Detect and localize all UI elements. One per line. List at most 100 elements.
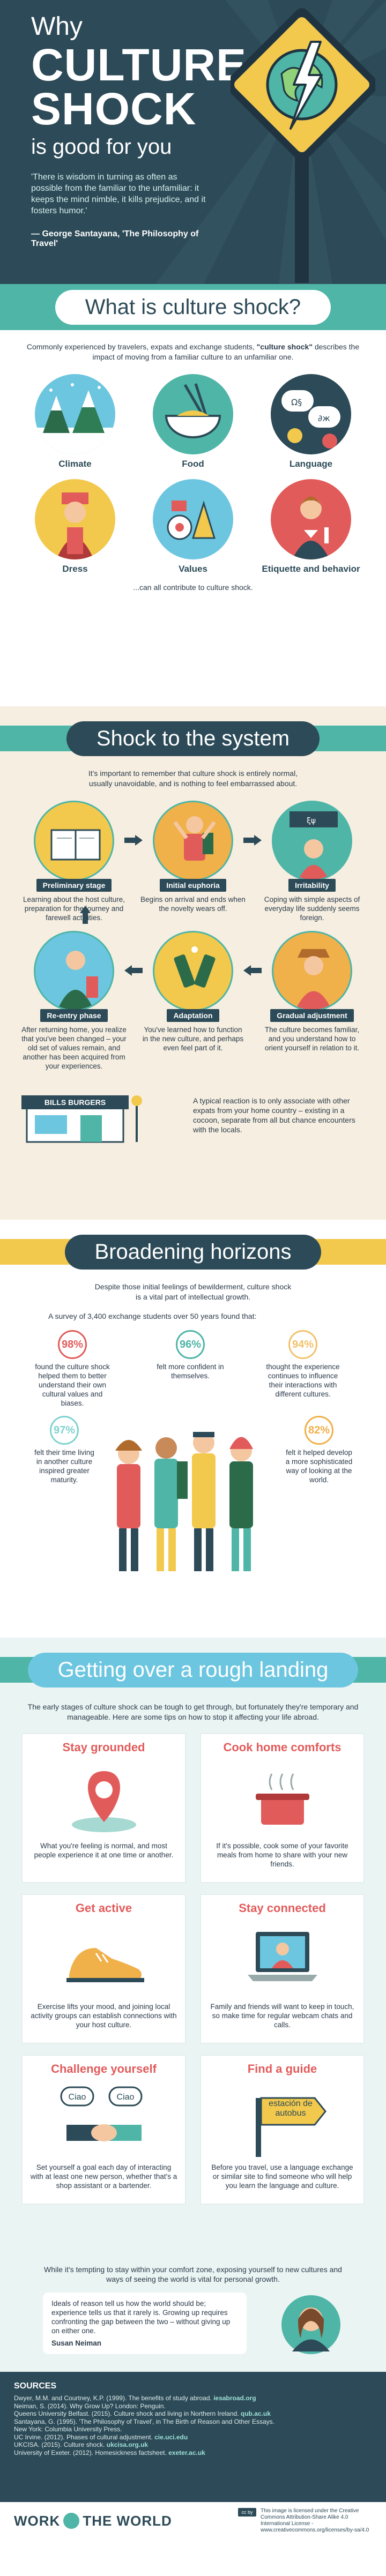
shock-header: Shock to the system <box>0 717 386 760</box>
arrow-left-icon <box>243 965 262 976</box>
tip-title: Stay grounded <box>62 1741 145 1754</box>
traditional-dress-icon <box>35 479 115 559</box>
what-section: Commonly experienced by travelers, expat… <box>0 330 386 706</box>
source-item: New York: Columbia University Press. <box>14 2425 372 2433</box>
what-intro-b: describes the impact of moving from a fa… <box>92 342 360 361</box>
sources-list: Dwyer, M.M. and Courtney, K.P. (1999). T… <box>14 2394 372 2456</box>
tip-title: Stay connected <box>239 1901 326 1915</box>
source-link[interactable]: iesabroad.org <box>213 2394 256 2402</box>
foreign-speech-icon: Ω§ ∂ж <box>271 374 351 454</box>
landing-title: Getting over a rough landing <box>57 1657 329 1682</box>
stat-text: felt more confident in themselves. <box>157 1363 224 1380</box>
factor-label: Values <box>179 564 207 574</box>
burger-sign-text: BILLS BURGERS <box>44 1098 106 1107</box>
stage-tag: Initial euphoria <box>160 879 226 892</box>
signpost-icon: estación de autobus <box>209 2079 356 2160</box>
svg-text:∂ж: ∂ж <box>318 413 330 423</box>
tip-text: What you're feeling is normal, and most … <box>34 1842 174 1859</box>
tip-challenge-yourself: Challenge yourself Ciao Ciao Set yoursel… <box>21 2055 186 2205</box>
stat-confidence: 96% felt more confident in themselves. <box>150 1330 231 1380</box>
backpacker-icon <box>153 801 233 881</box>
arrow-right-icon <box>243 835 262 846</box>
warning-sign-icon <box>231 8 375 283</box>
source-link[interactable]: exeter.ac.uk <box>168 2448 205 2456</box>
sources-title: SOURCES <box>14 2381 57 2391</box>
author-portrait-icon <box>281 2295 340 2354</box>
source-item: UKCISA. (2015). Culture shock. ukcisa.or… <box>14 2441 372 2449</box>
stage-preliminary: Preliminary stage Learning about the hos… <box>21 801 143 922</box>
stage-reentry: Re-entry phase After returning home, you… <box>21 906 127 1071</box>
stage-desc: You've learned how to function in the ne… <box>142 1026 244 1052</box>
stat-interactions: 94% thought the experience continues to … <box>263 1330 343 1399</box>
stage-euphoria: Initial euphoria Begins on arrival and e… <box>140 801 262 922</box>
cooking-pot-icon <box>209 1758 356 1838</box>
factor-grid: Climate Food Ω <box>16 374 370 574</box>
factor-etiquette: Etiquette and behavior <box>252 479 370 574</box>
stage-tag: Adaptation <box>167 1009 219 1022</box>
source-item: Dwyer, M.M. and Courtney, K.P. (1999). T… <box>14 2394 372 2402</box>
hero-title-sub: is good for you <box>31 135 172 159</box>
source-text: Dwyer, M.M. and Courtney, K.P. (1999). T… <box>14 2394 214 2402</box>
running-shoe-icon <box>30 1918 177 1999</box>
hero-title-text: CULTURE SHOCK <box>31 40 247 134</box>
noodle-bowl-icon <box>153 374 233 454</box>
survey-stats: 98% found the culture shock helped them … <box>32 1330 354 1587</box>
stage-adaptation: Adaptation You've learned how to functio… <box>124 931 246 1071</box>
source-text: Queens University Belfast. (2015). Cultu… <box>14 2410 241 2417</box>
quote-bubble: Ideals of reason tell us how the world s… <box>43 2293 247 2354</box>
tip-find-a-guide: Find a guide estación de autobus Before … <box>200 2055 365 2205</box>
source-item: UC Irvine. (2012). Phases of cultural ad… <box>14 2433 372 2441</box>
tip-text: Exercise lifts your mood, and joining lo… <box>31 2003 177 2029</box>
stage-cycle: Preliminary stage Learning about the hos… <box>21 801 365 1071</box>
closing-section: While it's tempting to stay within your … <box>0 2254 386 2372</box>
tip-title: Cook home comforts <box>223 1741 342 1754</box>
stage-desc: The culture becomes familiar, and you un… <box>264 1026 360 1052</box>
cc-badge-icon[interactable]: cc by <box>238 2508 256 2517</box>
handshake-icon: Ciao Ciao <box>30 2079 177 2160</box>
source-text: UKCISA. (2015). Culture shock. <box>14 2441 107 2448</box>
tip-title: Challenge yourself <box>51 2062 157 2075</box>
factor-label: Dress <box>62 564 88 574</box>
returning-home-icon <box>34 931 114 1011</box>
stage-tag: Preliminary stage <box>36 879 112 892</box>
neiman-quote: Ideals of reason tell us how the world s… <box>43 2293 343 2357</box>
hero-section: Why CULTURE SHOCK is good for you 'There… <box>0 0 386 284</box>
source-text: Santayana, G. (1995). 'The Philosophy of… <box>14 2417 274 2425</box>
stat-value: 94% <box>288 1330 317 1359</box>
what-outro: ...can all contribute to culture shock. <box>133 583 253 592</box>
tips-grid: Stay grounded What you're feeling is nor… <box>21 1733 365 2205</box>
stat-text: found the culture shock helped them to b… <box>35 1363 110 1407</box>
brand-logo[interactable]: WORK THE WORLD <box>14 2513 172 2529</box>
what-header: What is culture shock? <box>0 284 386 330</box>
source-text: New York: Columbia University Press. <box>14 2425 122 2433</box>
stage-desc: After returning home, you realize that y… <box>21 1026 127 1070</box>
brand-word-world: THE WORLD <box>83 2512 172 2529</box>
broad-survey: A survey of 3,400 exchange students over… <box>48 1312 257 1320</box>
source-item: Neiman, S. (2014). Why Grow Up? London: … <box>14 2402 372 2410</box>
arrow-right-icon <box>124 835 143 846</box>
stat-text: felt it helped develop a more sophistica… <box>285 1448 353 1484</box>
source-link[interactable]: cie.uci.edu <box>154 2433 188 2441</box>
stage-desc: Begins on arrival and ends when the nove… <box>140 895 246 913</box>
stage-tag: Re-entry phase <box>40 1009 108 1022</box>
quote-author: Susan Neiman <box>51 2339 102 2347</box>
expat-cocoon-note: A typical reaction is to only associate … <box>193 1096 355 1134</box>
stage-desc: Coping with simple aspects of everyday l… <box>264 895 360 922</box>
shock-section: Shock to the system It's important to re… <box>0 706 386 1220</box>
source-item: Queens University Belfast. (2015). Cultu… <box>14 2410 372 2418</box>
stat-value: 82% <box>305 1416 333 1445</box>
hero-quote: 'There is wisdom in turning as often as … <box>31 173 206 215</box>
map-pin-icon <box>30 1758 177 1838</box>
quote-text: Ideals of reason tell us how the world s… <box>51 2299 231 2335</box>
hero-quote-author: — George Santayana, 'The Philosophy of T… <box>31 229 199 248</box>
tip-title: Find a guide <box>247 2062 317 2075</box>
burger-shop-icon: BILLS BURGERS <box>21 1095 142 1143</box>
source-text: UC Irvine. (2012). Phases of cultural ad… <box>14 2433 155 2441</box>
expat-cocoon-row: BILLS BURGERS A typical reaction is to o… <box>21 1086 365 1145</box>
source-link[interactable]: ukcisa.org.uk <box>106 2441 149 2448</box>
license-notice: cc by This image is licensed under the C… <box>238 2508 372 2534</box>
stage-gradual-adjustment: Gradual adjustment The culture becomes f… <box>243 931 365 1071</box>
tip-cook-home-comforts: Cook home comforts If it's possible, coo… <box>200 1733 365 1883</box>
source-link[interactable]: qub.ac.uk <box>240 2410 271 2417</box>
